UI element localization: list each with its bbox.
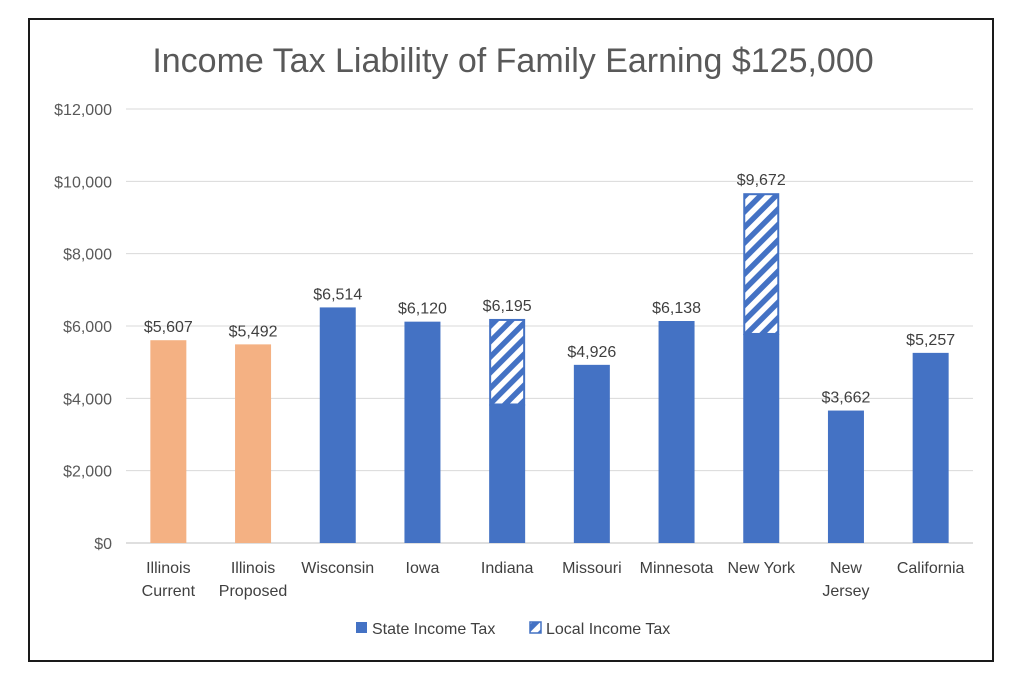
data-label: $5,257 [906,332,955,349]
data-label: $4,926 [567,344,616,361]
bar-state-income-tax [235,344,272,543]
bars [150,193,949,543]
y-tick-label: $0 [94,536,112,553]
x-category-label: Minnesota [640,560,714,577]
bar-state-income-tax [489,404,526,543]
chart-title: Income Tax Liability of Family Earning $… [152,42,873,80]
x-category-label: Missouri [562,560,622,577]
y-tick-label: $4,000 [63,391,112,408]
chart: Income Tax Liability of Family Earning $… [54,42,973,638]
bar-state-income-tax [319,307,356,543]
data-label: $6,195 [483,298,532,315]
legend-swatch-state [356,622,367,633]
bar-state-income-tax [150,340,187,543]
y-tick-label: $2,000 [63,464,112,481]
y-tick-label: $6,000 [63,319,112,336]
x-category-label: Wisconsin [301,560,374,577]
x-category-label: Illinois [231,560,275,577]
x-category-label: Current [142,583,196,600]
bar-state-income-tax [658,321,695,543]
data-label: $3,662 [821,390,870,407]
data-label: $6,138 [652,300,701,317]
bar-local-income-tax [743,193,780,335]
data-label: $5,607 [144,319,193,336]
x-category-label: Illinois [146,560,190,577]
x-category-label: Proposed [219,583,288,600]
x-axis: Illinois Current Illinois Proposed Wisconsin… [142,560,965,600]
chart-frame: Income Tax Liability of Family Earning $… [28,18,994,662]
x-category-label: Iowa [406,560,440,577]
data-label: $6,514 [313,286,362,303]
x-category-label: Jersey [822,583,869,600]
x-category-label: New [830,560,862,577]
bar-state-income-tax [743,333,780,543]
data-labels: $5,607 $5,492 $6,514 $6,120 $6,195 $4,926 $6,1… [144,172,955,406]
legend-label-state: State Income Tax [372,621,495,638]
data-label: $9,672 [737,172,786,189]
data-label: $6,120 [398,301,447,318]
bar-state-income-tax [827,410,864,543]
legend-swatch-local [529,621,542,634]
x-category-label: New York [727,560,796,577]
bar-local-income-tax [489,318,526,406]
bar-state-income-tax [404,321,441,543]
x-category-label: Indiana [481,560,534,577]
bar-state-income-tax [573,364,610,543]
data-label: $5,492 [229,323,278,340]
y-tick-label: $10,000 [54,174,112,191]
y-axis: $0 $2,000 $4,000 $6,000 $8,000 $10,000 $12,000 [54,102,112,553]
y-tick-label: $12,000 [54,102,112,119]
legend: State Income Tax Local Income Tax [356,621,670,638]
y-tick-label: $8,000 [63,247,112,264]
legend-label-local: Local Income Tax [546,621,670,638]
bar-state-income-tax [912,352,949,543]
x-category-label: California [897,560,965,577]
